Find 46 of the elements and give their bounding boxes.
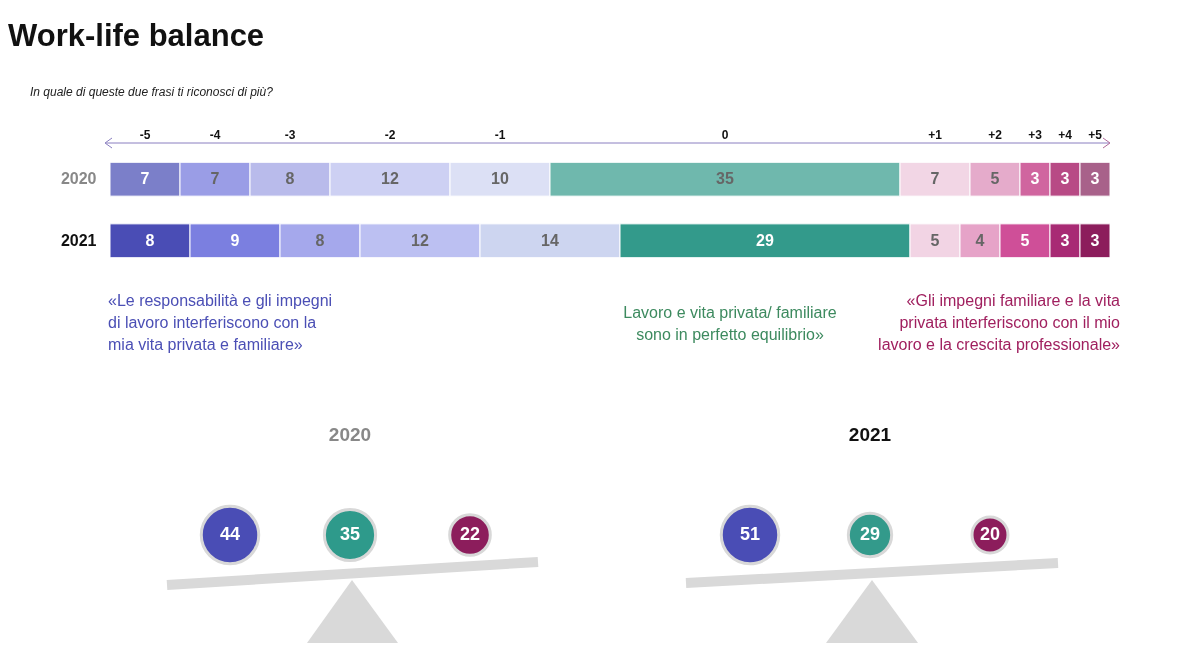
data-label: 12 bbox=[411, 231, 429, 249]
series-label: -2 bbox=[384, 128, 396, 143]
data-label: 3 bbox=[1090, 170, 1100, 188]
data-label: 7 bbox=[140, 170, 150, 188]
data-label: 29 bbox=[859, 524, 881, 544]
data-label: 8 bbox=[315, 231, 325, 249]
data-label: 12 bbox=[381, 170, 399, 188]
data-label: 3 bbox=[1060, 170, 1070, 188]
data-label: 44 bbox=[219, 524, 241, 544]
data-label: 10 bbox=[491, 170, 509, 188]
text: 2021 bbox=[848, 424, 892, 445]
data-label: 8 bbox=[145, 231, 155, 249]
data-label: 5 bbox=[990, 170, 1000, 188]
series-label: +1 bbox=[928, 128, 943, 143]
data-label: 29 bbox=[756, 231, 774, 249]
chart-title: Work-life balance bbox=[8, 18, 265, 54]
data-label: 3 bbox=[1090, 231, 1100, 249]
series-label: +4 bbox=[1058, 128, 1073, 143]
data-label: 7 bbox=[930, 170, 940, 188]
series-label: +3 bbox=[1028, 128, 1043, 143]
text: Lavoro e vita privata/ familiare sono in perfetto equilibrio» bbox=[622, 303, 838, 345]
series-label: -3 bbox=[284, 128, 296, 143]
data-label: 9 bbox=[230, 231, 240, 249]
data-label: 3 bbox=[1030, 170, 1040, 188]
data-label: 35 bbox=[339, 524, 361, 544]
data-label: 8 bbox=[285, 170, 295, 188]
data-label: 3 bbox=[1060, 231, 1070, 249]
legend-label: -5 bbox=[139, 128, 151, 143]
series-label: +5 bbox=[1088, 128, 1103, 143]
data-label: 51 bbox=[739, 524, 761, 544]
data-label: 14 bbox=[541, 231, 559, 249]
data-label: 4 bbox=[975, 231, 985, 249]
text: 2020 bbox=[328, 424, 372, 445]
series-label: -1 bbox=[494, 128, 506, 143]
data-label: 22 bbox=[459, 524, 481, 544]
series-label: 0 bbox=[721, 128, 729, 143]
data-label: 20 bbox=[979, 524, 1001, 544]
data-label: 35 bbox=[716, 170, 734, 188]
text: «Gli impegni familiare e la vita privata interferiscono con il mio lavoro e la crescita professionale» bbox=[877, 291, 1120, 355]
data-label: 5 bbox=[1020, 231, 1030, 249]
chart-subtitle: In quale di queste due frasi ti riconosci di più? bbox=[30, 85, 273, 99]
series-label: -4 bbox=[209, 128, 221, 143]
data-label: 5 bbox=[930, 231, 940, 249]
text: «Le responsabilità e gli impegni di lavoro interferiscono con la mia vita privata e familiare» bbox=[108, 291, 334, 355]
data-label: 7 bbox=[210, 170, 220, 188]
series-label: +2 bbox=[988, 128, 1003, 143]
